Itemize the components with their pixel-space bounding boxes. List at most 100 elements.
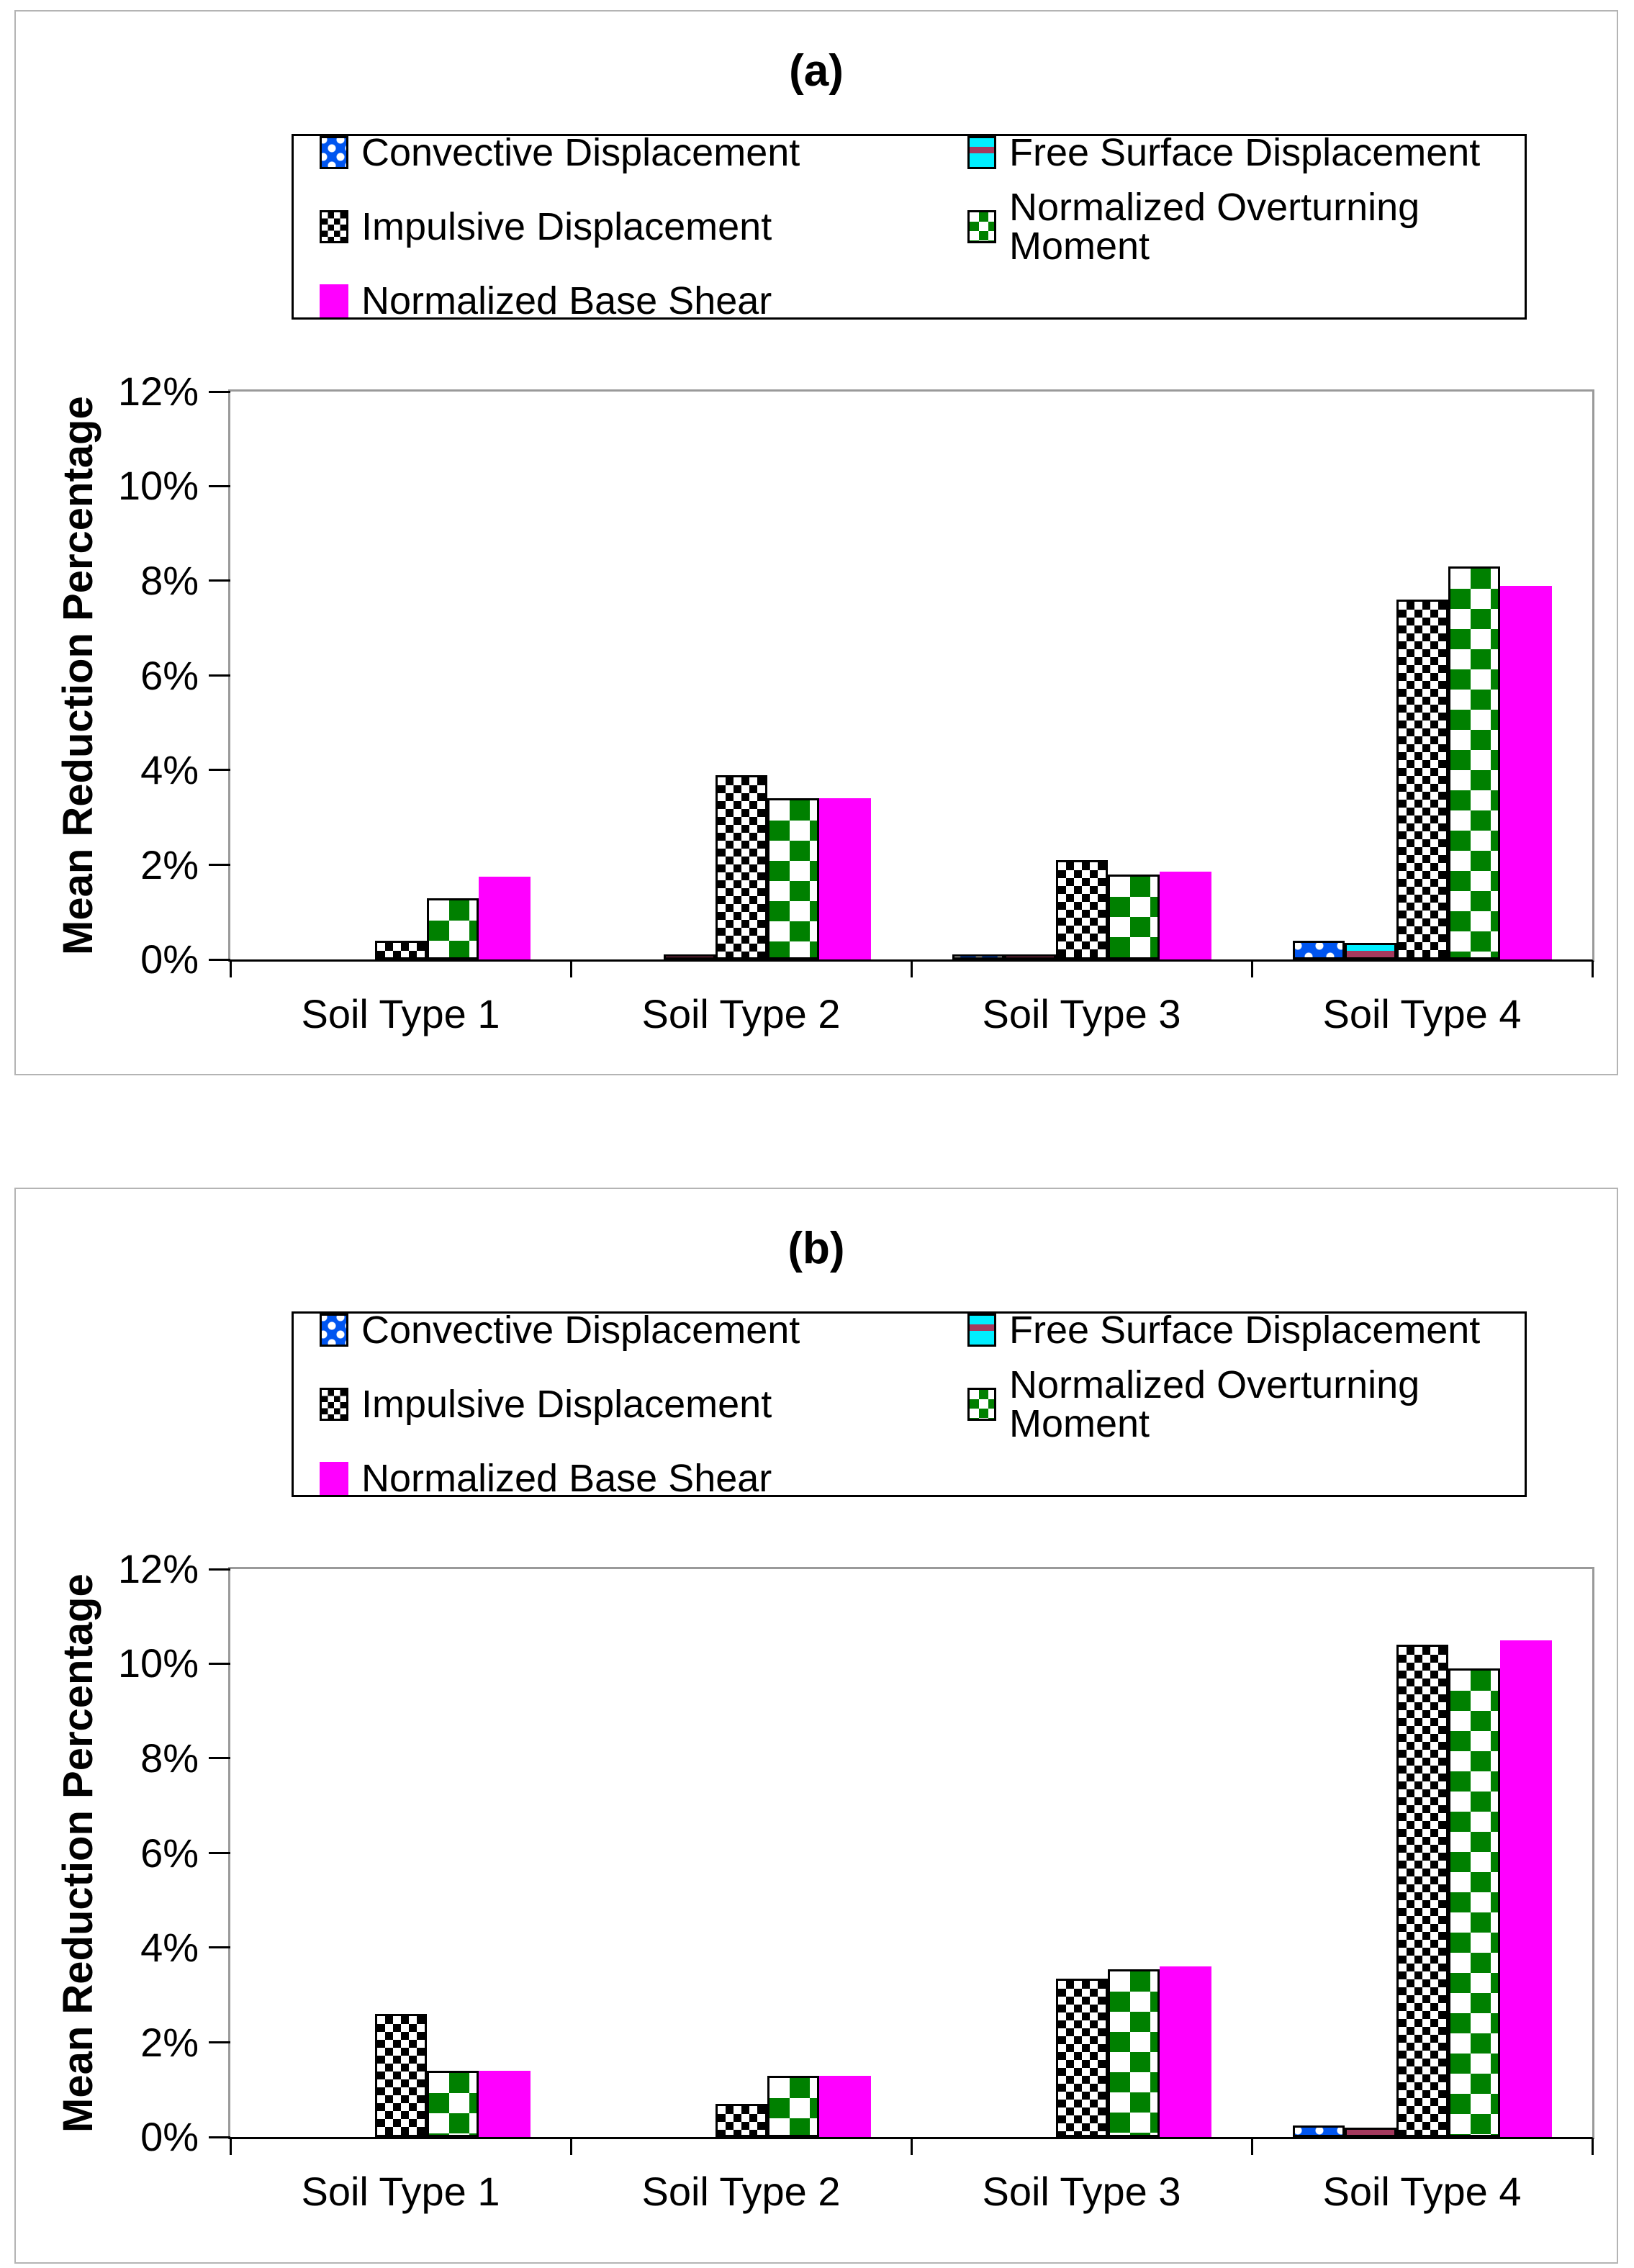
y-tick-mark [209,484,230,487]
legend-label: Free Surface Displacement [1009,1309,1481,1352]
legend-item-impulsive-displacement: Impulsive Displacement [320,188,967,266]
y-tick-label: 6% [140,652,199,698]
bar-impulsive-displacement-soil-type-4 [1396,600,1448,959]
bar-impulsive-displacement-soil-type-2 [715,2103,767,2137]
bar-free-surface-displacement-soil-type-3 [1003,954,1056,959]
y-tick-mark [209,1568,230,1571]
bar-group-soil-type-4 [1252,392,1592,959]
bar-group-soil-type-3 [911,1569,1252,2137]
legend-item-normalized-base-shear: Normalized Base Shear [320,281,967,320]
bar-convective-displacement-soil-type-4 [1292,2125,1345,2137]
y-tick-mark [209,579,230,582]
y-tick-label: 8% [140,1735,199,1781]
y-tick-mark [209,1946,230,1949]
bar-normalized-overturning-moment-soil-type-1 [426,2070,479,2137]
bar-normalized-base-shear-soil-type-4 [1499,1640,1552,2137]
y-tick-label: 8% [140,557,199,603]
bar-convective-displacement-soil-type-4 [1292,940,1345,959]
y-tick-mark [209,1757,230,1760]
legend-item-free-surface-displacement: Free Surface Displacement [967,133,1525,172]
convective-displacement-swatch-icon [320,136,348,169]
x-category-label: Soil Type 2 [641,991,841,1036]
y-tick-label: 2% [140,2019,199,2065]
x-category-label: Soil Type 1 [301,2169,500,2214]
y-tick-mark [209,769,230,772]
y-tick-label: 0% [140,936,199,982]
bar-normalized-overturning-moment-soil-type-4 [1448,566,1500,959]
bar-free-surface-displacement-soil-type-4 [1344,943,1396,959]
y-tick-label: 0% [140,2114,199,2159]
y-axis-title: Mean Reduction Percentage [55,1573,101,2133]
bar-group-soil-type-4 [1252,1569,1592,2137]
plot-area: 0% 2% 4% 6% 8% 10% 12% Soil Type 1 Soil Type 2 So… [118,371,1594,1034]
legend-label: Normalized Overturning Moment [1009,186,1420,268]
panel-b: (b) Convective Displacement Free Surface … [14,1188,1618,2264]
x-tick-mark [229,2139,232,2155]
free-surface-displacement-swatch-icon [967,136,996,169]
bar-normalized-overturning-moment-soil-type-3 [1107,1969,1160,2137]
bar-normalized-base-shear-soil-type-4 [1499,585,1552,959]
x-tick-mark [1250,2139,1253,2155]
legend-label: Convective Displacement [361,1309,800,1352]
bar-normalized-overturning-moment-soil-type-2 [767,798,819,959]
x-tick-mark [569,2139,572,2155]
y-tick-mark [209,958,230,961]
legend-item-normalized-base-shear: Normalized Base Shear [320,1459,967,1498]
bar-normalized-base-shear-soil-type-1 [478,2070,531,2137]
x-category-label: Soil Type 3 [982,2169,1181,2214]
bar-impulsive-displacement-soil-type-2 [715,774,767,959]
bar-normalized-base-shear-soil-type-3 [1159,872,1211,959]
legend-label: Normalized Base Shear [361,1457,772,1500]
bar-convective-displacement-soil-type-3 [952,954,1004,959]
bar-impulsive-displacement-soil-type-3 [1055,1978,1108,2137]
x-tick-mark [1250,962,1253,977]
bar-normalized-base-shear-soil-type-2 [818,798,871,959]
y-tick-label: 6% [140,1830,199,1876]
panel-a: (a) Convective Displacement Free Surface … [14,10,1618,1075]
bar-normalized-overturning-moment-soil-type-3 [1107,874,1160,959]
bar-group-soil-type-1 [230,1569,571,2137]
y-tick-label: 12% [117,1546,199,1591]
y-tick-mark [209,1662,230,1665]
legend-label: Impulsive Displacement [361,1383,772,1426]
bar-impulsive-displacement-soil-type-3 [1055,859,1108,959]
bar-free-surface-displacement-soil-type-2 [663,954,716,959]
convective-displacement-swatch-icon [320,1314,348,1347]
y-tick-label: 2% [140,841,199,887]
bar-impulsive-displacement-soil-type-4 [1396,1645,1448,2137]
y-tick-mark [209,1852,230,1854]
y-tick-mark [209,674,230,677]
normalized-overturning-moment-swatch-icon [967,1388,996,1421]
legend: Convective Displacement Free Surface Disp… [292,1311,1527,1498]
normalized-base-shear-swatch-icon [320,1462,348,1495]
bar-impulsive-displacement-soil-type-1 [374,940,427,959]
plot-area: 0% 2% 4% 6% 8% 10% 12% Soil Type 1 Soil Type 2 So… [118,1549,1594,2212]
bar-normalized-base-shear-soil-type-2 [818,2075,871,2137]
normalized-overturning-moment-swatch-icon [967,210,996,243]
legend-item-normalized-overturning-moment: Normalized Overturning Moment [967,1365,1525,1443]
bar-group-soil-type-2 [571,392,911,959]
legend-item-convective-displacement: Convective Displacement [320,1311,967,1350]
x-category-label: Soil Type 3 [982,991,1181,1036]
y-tick-mark [209,390,230,393]
legend-item-normalized-overturning-moment: Normalized Overturning Moment [967,188,1525,266]
x-tick-mark [910,962,913,977]
legend-item-free-surface-displacement: Free Surface Displacement [967,1311,1525,1350]
bar-group-soil-type-1 [230,392,571,959]
bar-normalized-base-shear-soil-type-1 [478,876,531,959]
y-tick-mark [209,864,230,866]
y-tick-label: 4% [140,1924,199,1970]
bar-group-soil-type-2 [571,1569,911,2137]
x-tick-mark [910,2139,913,2155]
impulsive-displacement-swatch-icon [320,1388,348,1421]
legend: Convective Displacement Free Surface Disp… [292,133,1527,320]
legend-label: Free Surface Displacement [1009,131,1481,174]
y-tick-mark [209,2136,230,2138]
panel-title: (a) [789,46,844,96]
bar-normalized-overturning-moment-soil-type-1 [426,898,479,959]
y-tick-label: 4% [140,746,199,792]
bar-normalized-overturning-moment-soil-type-4 [1448,1668,1500,2137]
bar-free-surface-displacement-soil-type-4 [1344,2127,1396,2137]
x-tick-mark [229,962,232,977]
legend-item-convective-displacement: Convective Displacement [320,133,967,172]
